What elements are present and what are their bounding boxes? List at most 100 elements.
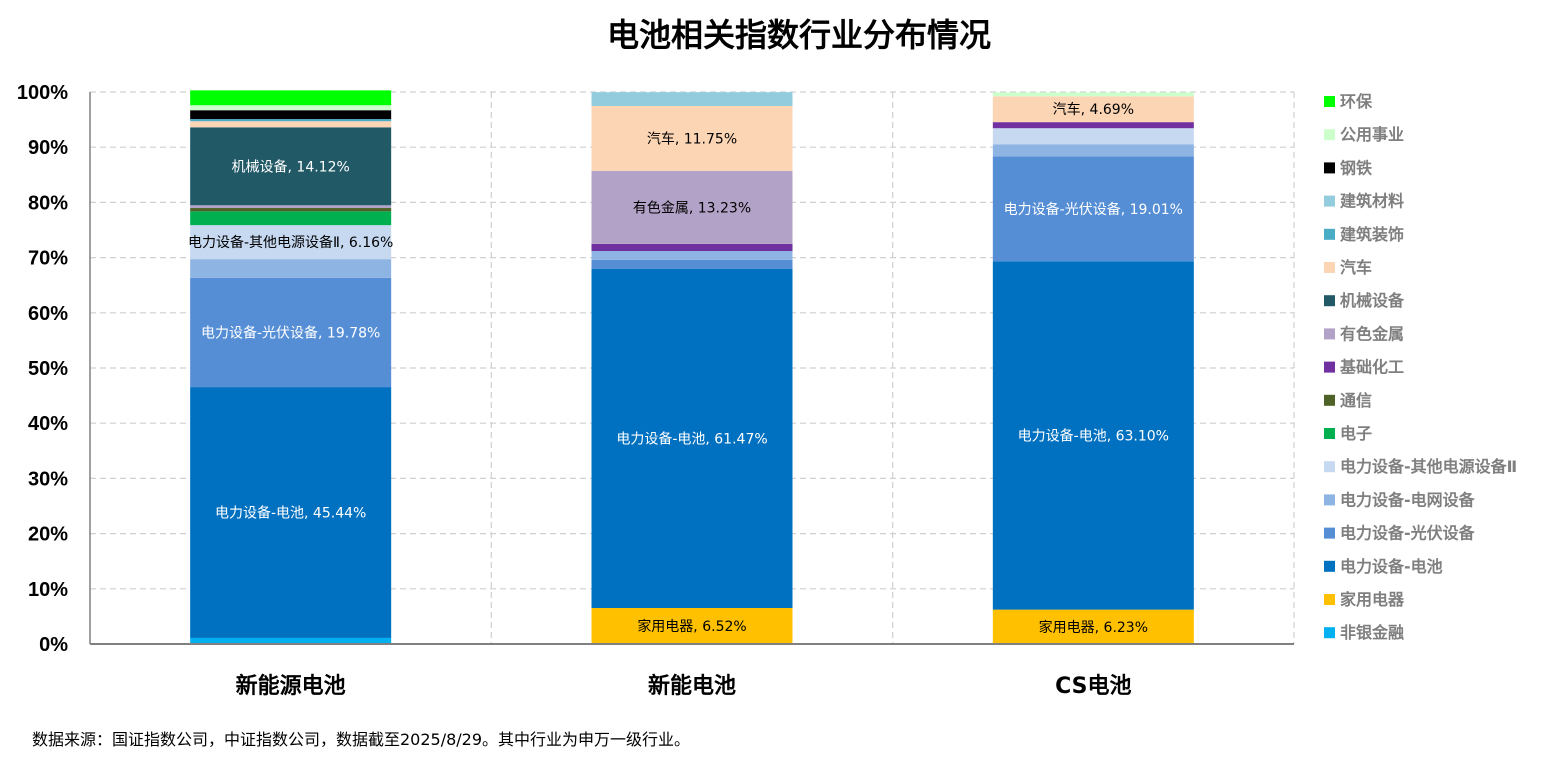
legend-swatch	[1324, 96, 1335, 107]
legend-item: 公用事业	[1324, 125, 1404, 144]
bar-segment	[591, 243, 793, 252]
data-labels: 电力设备-电池, 45.44% 电力设备-光伏设备, 19.78% 电力设备-其他电…	[188, 101, 1183, 636]
bar-segment	[190, 105, 392, 111]
data-label: 汽车, 4.69%	[1053, 101, 1134, 118]
bar-segment	[992, 144, 1194, 157]
bars	[190, 90, 1194, 644]
legend-item: 建筑材料	[1324, 192, 1404, 211]
legend-item: 电力设备-光伏设备	[1324, 524, 1476, 543]
bar-segment	[190, 121, 392, 128]
legend-item: 建筑装饰	[1324, 225, 1404, 244]
bar-segment	[591, 170, 793, 244]
bar-segment	[992, 92, 1194, 97]
bar-segment	[190, 277, 392, 388]
data-label: 汽车, 11.75%	[647, 130, 737, 147]
legend-item: 有色金属	[1324, 324, 1404, 343]
legend-swatch	[1324, 594, 1335, 605]
bar-segment	[591, 92, 793, 106]
legend-label: 非银金融	[1340, 623, 1404, 642]
legend-swatch	[1324, 228, 1335, 240]
bar-segment	[591, 251, 793, 260]
legend-item: 家用电器	[1324, 590, 1405, 609]
legend-label: 环保	[1340, 92, 1373, 111]
legend-label: 公用事业	[1340, 125, 1404, 144]
legend-swatch	[1324, 195, 1335, 207]
legend-label: 电力设备-其他电源设备Ⅱ	[1340, 457, 1517, 476]
legend-swatch	[1324, 328, 1335, 340]
data-label: 家用电器, 6.52%	[637, 618, 746, 635]
legend-label: 电子	[1340, 424, 1372, 443]
data-label: 家用电器, 6.23%	[1039, 619, 1148, 636]
bar-segment	[992, 96, 1194, 123]
legend-item: 电力设备-电网设备	[1324, 490, 1476, 509]
legend-item: 非银金融	[1324, 623, 1404, 642]
bar-segment	[190, 208, 392, 212]
legend-label: 家用电器	[1340, 590, 1405, 609]
legend: 环保公用事业钢铁建筑材料建筑装饰汽车机械设备有色金属基础化工通信电子电力设备-其…	[1324, 92, 1517, 642]
legend-swatch	[1324, 527, 1335, 539]
legend-item: 环保	[1324, 92, 1373, 111]
axes: 0% 10% 20% 30% 40% 50% 60% 70% 80% 90% 100% 新能源电池 新能…	[17, 82, 1294, 699]
legend-swatch	[1324, 428, 1335, 439]
legend-item: 电力设备-其他电源设备Ⅱ	[1324, 457, 1517, 476]
legend-label: 汽车	[1340, 258, 1372, 277]
data-label: 机械设备, 14.12%	[232, 158, 350, 175]
bar-segment	[591, 259, 793, 269]
source-note: 数据来源：国证指数公司，中证指数公司，数据截至2025/8/29。其中行业为申万…	[32, 730, 691, 749]
y-tick-label: 100%	[17, 82, 68, 104]
bar-segment	[992, 609, 1194, 644]
bar-segment	[190, 637, 392, 644]
y-tick-label: 50%	[28, 358, 68, 380]
data-label: 有色金属, 13.23%	[633, 199, 751, 216]
x-tick-label: 新能源电池	[236, 673, 346, 699]
legend-label: 建筑材料	[1340, 192, 1404, 211]
legend-item: 基础化工	[1324, 358, 1404, 377]
bar-segment	[190, 127, 392, 206]
bar-segment	[992, 128, 1194, 145]
data-label: 电力设备-光伏设备, 19.01%	[1004, 201, 1183, 218]
y-tick-label: 10%	[28, 579, 68, 601]
x-tick-label: 新能电池	[648, 673, 736, 699]
legend-swatch	[1324, 262, 1335, 273]
bar-segment	[190, 110, 392, 120]
bar-segment	[190, 205, 392, 209]
legend-item: 通信	[1324, 391, 1372, 410]
legend-swatch	[1324, 295, 1335, 307]
legend-label: 有色金属	[1340, 324, 1404, 343]
bar-segment	[992, 122, 1194, 129]
legend-item: 电子	[1324, 424, 1372, 443]
legend-label: 电力设备-电网设备	[1340, 490, 1476, 509]
y-tick-label: 20%	[28, 524, 68, 546]
y-tick-label: 0%	[39, 634, 68, 656]
bar-segment	[190, 259, 392, 278]
y-tick-label: 70%	[28, 248, 68, 270]
y-tick-label: 40%	[28, 413, 68, 435]
y-tick-label: 80%	[28, 192, 68, 214]
data-label: 电力设备-电池, 63.10%	[1018, 427, 1169, 444]
bar-segment	[591, 608, 793, 644]
data-label: 电力设备-其他电源设备Ⅱ, 6.16%	[188, 234, 393, 251]
data-label: 电力设备-电池, 45.44%	[215, 505, 366, 522]
y-tick-label: 30%	[28, 468, 68, 490]
data-label: 电力设备-电池, 61.47%	[616, 430, 767, 447]
legend-label: 钢铁	[1340, 158, 1372, 177]
legend-swatch	[1324, 162, 1335, 174]
bar-segment	[190, 387, 392, 638]
legend-item: 机械设备	[1324, 291, 1405, 310]
y-tick-label: 90%	[28, 137, 68, 159]
bar-segment	[591, 268, 793, 609]
legend-label: 建筑装饰	[1340, 225, 1404, 244]
legend-swatch	[1324, 361, 1335, 373]
legend-swatch	[1324, 461, 1335, 473]
legend-label: 电力设备-光伏设备	[1340, 524, 1476, 543]
bar-segment	[992, 261, 1194, 610]
legend-item: 钢铁	[1324, 158, 1372, 177]
bar-segment	[190, 225, 392, 260]
legend-swatch	[1324, 560, 1335, 572]
legend-item: 电力设备-电池	[1324, 557, 1443, 576]
legend-label: 通信	[1340, 391, 1372, 410]
legend-swatch	[1324, 494, 1335, 506]
y-tick-label: 60%	[28, 303, 68, 325]
legend-label: 基础化工	[1339, 358, 1404, 377]
legend-swatch	[1324, 394, 1335, 406]
